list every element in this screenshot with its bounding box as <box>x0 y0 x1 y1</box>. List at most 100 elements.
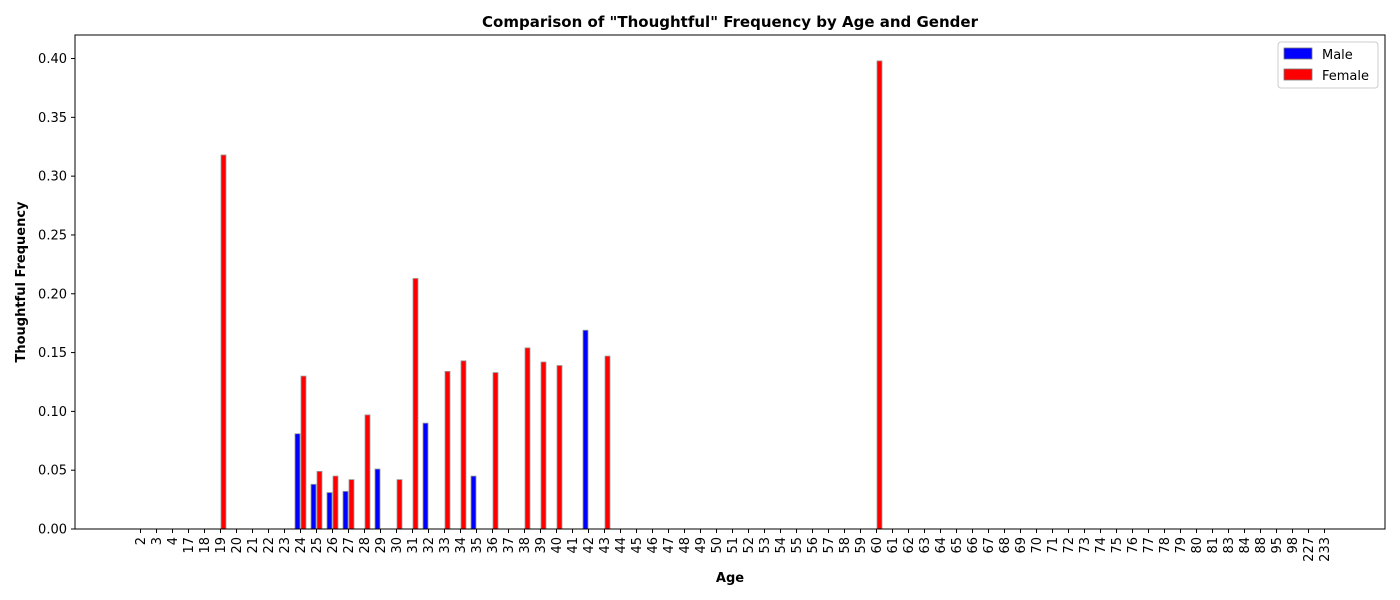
x-tick-label: 34 <box>454 537 469 554</box>
x-axis-ticks: 2 3 4 17 18 19 20 21 22 23 24 25 26 27 28 29 30 31 32 33 34 3… <box>134 529 1333 562</box>
y-tick-label: 0.10 <box>38 405 67 420</box>
bar-male-age-25 <box>310 483 317 530</box>
x-tick-label: 84 <box>1238 537 1253 554</box>
x-tick-label: 67 <box>982 537 997 554</box>
x-tick-label: 71 <box>1046 537 1061 554</box>
x-tick-label: 56 <box>806 537 821 554</box>
legend-swatch-male <box>1283 47 1313 60</box>
x-tick-label: 26 <box>326 537 341 554</box>
x-tick-label: 24 <box>294 537 309 554</box>
x-tick-label: 65 <box>950 537 965 554</box>
bar-female-age-26 <box>332 475 339 530</box>
x-tick-label: 45 <box>630 537 645 554</box>
x-tick-label: 32 <box>422 537 437 554</box>
x-tick-label: 75 <box>1110 537 1125 554</box>
y-tick-label: 0.30 <box>38 170 67 185</box>
x-tick-label: 63 <box>918 537 933 554</box>
plot-frame <box>74 34 1386 530</box>
bar-female-age-19 <box>220 154 227 530</box>
x-tick-label: 28 <box>358 537 373 554</box>
legend-label-male: Male <box>1322 48 1353 63</box>
x-tick-label: 38 <box>518 537 533 554</box>
bar-female-age-38 <box>524 347 531 530</box>
x-tick-label: 66 <box>966 537 981 554</box>
x-tick-label: 57 <box>822 537 837 554</box>
x-tick-label: 31 <box>406 537 421 554</box>
bar-female-age-27 <box>348 479 355 530</box>
x-tick-label: 73 <box>1078 537 1093 554</box>
bar-female-age-28 <box>364 414 371 530</box>
x-tick-label: 70 <box>1030 537 1045 554</box>
bar-female-age-34 <box>460 360 467 530</box>
x-tick-label: 35 <box>470 537 485 554</box>
x-tick-label: 80 <box>1190 537 1205 554</box>
bar-female-age-30 <box>396 479 403 530</box>
y-tick-label: 0.15 <box>38 346 67 361</box>
bar-female-age-24 <box>300 375 307 530</box>
bar-female-age-33 <box>444 370 451 530</box>
y-tick-label: 0.40 <box>38 52 67 67</box>
x-axis-label: Age <box>716 571 744 586</box>
legend: Male Female <box>1277 41 1379 89</box>
x-tick-label: 68 <box>998 537 1013 554</box>
x-tick-label: 2 <box>134 537 149 545</box>
x-tick-label: 50 <box>710 537 725 554</box>
bar-male-age-26 <box>326 492 333 530</box>
x-tick-label: 39 <box>534 537 549 554</box>
x-tick-label: 58 <box>838 537 853 554</box>
x-tick-label: 83 <box>1222 537 1237 554</box>
x-tick-label: 3 <box>150 537 165 545</box>
x-tick-label: 41 <box>566 537 581 554</box>
bar-female-age-25 <box>316 470 323 530</box>
y-tick-label: 0.20 <box>38 287 67 302</box>
bar-male-age-35 <box>470 475 477 530</box>
x-tick-label: 42 <box>582 537 597 554</box>
y-tick-label: 0.00 <box>38 523 67 538</box>
bar-female-age-43 <box>604 355 611 530</box>
x-tick-label: 54 <box>774 537 789 554</box>
bar-female-age-40 <box>556 365 563 530</box>
x-tick-label: 23 <box>278 537 293 554</box>
x-tick-label: 47 <box>662 537 677 554</box>
bar-male-age-29 <box>374 468 381 530</box>
x-tick-label: 19 <box>214 537 229 554</box>
legend-swatch-female <box>1283 68 1313 81</box>
x-tick-label: 227 <box>1302 537 1317 562</box>
x-tick-label: 98 <box>1286 537 1301 554</box>
x-tick-label: 33 <box>438 537 453 554</box>
x-tick-label: 37 <box>502 537 517 554</box>
x-tick-label: 78 <box>1158 537 1173 554</box>
x-tick-label: 44 <box>614 537 629 554</box>
x-tick-label: 22 <box>262 537 277 554</box>
x-tick-label: 233 <box>1318 537 1333 562</box>
x-tick-label: 21 <box>246 537 261 554</box>
x-tick-label: 36 <box>486 537 501 554</box>
x-tick-label: 46 <box>646 537 661 554</box>
x-tick-label: 72 <box>1062 537 1077 554</box>
bar-female-age-60 <box>876 60 883 530</box>
bar-male-age-27 <box>342 490 349 530</box>
y-tick-label: 0.25 <box>38 228 67 243</box>
x-tick-label: 81 <box>1206 537 1221 554</box>
x-tick-label: 43 <box>598 537 613 554</box>
x-tick-label: 95 <box>1270 537 1285 554</box>
y-tick-label: 0.05 <box>38 464 67 479</box>
x-tick-label: 74 <box>1094 537 1109 554</box>
x-tick-label: 40 <box>550 537 565 554</box>
x-tick-label: 49 <box>694 537 709 554</box>
legend-label-female: Female <box>1322 69 1369 84</box>
bar-female-age-31 <box>412 278 419 530</box>
x-tick-label: 76 <box>1126 537 1141 554</box>
x-tick-label: 88 <box>1254 537 1269 554</box>
y-tick-label: 0.35 <box>38 111 67 126</box>
x-tick-label: 17 <box>182 537 197 554</box>
x-tick-label: 30 <box>390 537 405 554</box>
x-tick-label: 62 <box>902 537 917 554</box>
bar-male-age-42 <box>582 329 589 530</box>
x-tick-label: 69 <box>1014 537 1029 554</box>
x-tick-label: 20 <box>230 537 245 554</box>
x-tick-label: 60 <box>870 537 885 554</box>
bar-female-age-39 <box>540 361 547 530</box>
x-tick-label: 55 <box>790 537 805 554</box>
